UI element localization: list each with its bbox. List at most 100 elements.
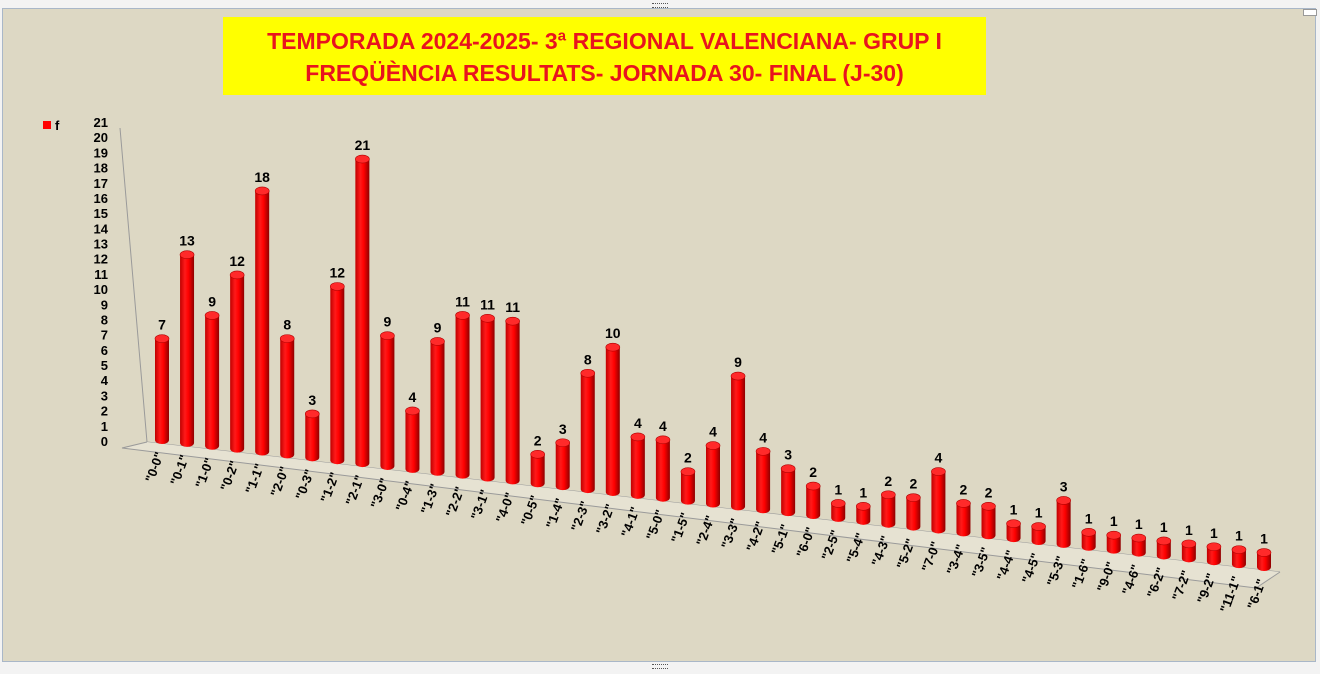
y-tick-label: 18 xyxy=(94,161,108,176)
bar-body xyxy=(530,454,545,488)
bar-body xyxy=(1081,532,1096,551)
bar xyxy=(1206,542,1222,566)
bar xyxy=(855,502,871,525)
category-label: "1-3" xyxy=(418,482,443,516)
chart-axes xyxy=(119,127,1281,589)
y-tick-label: 13 xyxy=(94,237,108,252)
bar xyxy=(956,499,971,537)
bar-top xyxy=(705,441,721,450)
category-label: "2-3" xyxy=(568,499,593,533)
data-label: 4 xyxy=(659,418,667,434)
x-axis-categories: "0-0" "0-1" "1-0" "0-2" "1-1" "2-0" "0-3" "1-2"… xyxy=(142,450,1269,615)
bar-top xyxy=(1181,539,1197,549)
category-label: "1-4" xyxy=(543,496,568,530)
bar-body xyxy=(555,442,570,491)
bar xyxy=(304,409,320,462)
bar-body xyxy=(931,471,946,534)
bar-top xyxy=(1256,548,1272,557)
data-label: 2 xyxy=(960,481,968,497)
data-label: 4 xyxy=(634,415,642,431)
bar xyxy=(204,311,220,450)
bar-top xyxy=(1031,522,1046,531)
bar xyxy=(655,435,671,502)
bar-body xyxy=(305,413,320,462)
bar-body xyxy=(430,341,445,476)
bar-body xyxy=(180,254,195,447)
bar-top xyxy=(405,406,420,416)
bar-top xyxy=(254,186,270,196)
y-tick-label: 12 xyxy=(94,252,108,267)
category-label: "2-1" xyxy=(342,473,367,507)
data-label: 1 xyxy=(1110,513,1118,529)
bar-top xyxy=(1206,542,1222,552)
category-label: "2-2" xyxy=(443,485,468,519)
category-label: "0-0" xyxy=(142,450,167,484)
category-label: "1-2" xyxy=(317,470,342,504)
bar xyxy=(355,154,370,468)
bar-body xyxy=(981,506,996,540)
bar-top xyxy=(1131,533,1147,543)
bar-body xyxy=(155,338,169,444)
y-tick-label: 2 xyxy=(101,404,108,419)
data-label: 3 xyxy=(1060,478,1068,494)
bar xyxy=(780,464,796,517)
bar-body xyxy=(1231,549,1246,569)
bar-top xyxy=(555,438,571,448)
bar xyxy=(1131,533,1147,557)
data-label: 9 xyxy=(208,293,216,309)
bar-body xyxy=(330,286,345,465)
bar-body xyxy=(781,468,796,517)
bar-body xyxy=(1106,535,1121,554)
category-label: "0-5" xyxy=(518,493,543,527)
bar xyxy=(330,282,345,465)
category-label: "2-0" xyxy=(267,464,292,498)
bar-top xyxy=(881,490,896,500)
bar-top xyxy=(730,371,746,381)
bar xyxy=(279,334,295,459)
bar-body xyxy=(856,506,871,525)
bar-top xyxy=(680,467,696,476)
bar-top xyxy=(154,334,170,343)
bar xyxy=(931,467,946,534)
bar-top xyxy=(455,311,470,320)
data-label: 1 xyxy=(859,484,867,500)
bar-body xyxy=(380,335,395,470)
chart-title-box: TEMPORADA 2024-2025- 3ª REGIONAL VALENCI… xyxy=(223,17,986,95)
data-label: 11 xyxy=(505,299,520,315)
top-resize-grip[interactable] xyxy=(652,3,668,8)
y-tick-label: 19 xyxy=(94,145,108,160)
bottom-resize-grip[interactable] xyxy=(652,664,668,669)
bar-top xyxy=(279,334,295,343)
category-label: "0-3" xyxy=(292,467,317,501)
bar-body xyxy=(706,445,720,508)
bar xyxy=(405,406,420,473)
data-label: 1 xyxy=(1185,522,1193,538)
y-tick-label: 21 xyxy=(94,115,108,130)
data-label: 2 xyxy=(534,432,542,448)
bar-top xyxy=(805,481,821,491)
bar-body xyxy=(505,321,520,485)
bar-top xyxy=(229,270,245,280)
bar-body xyxy=(230,274,245,453)
bar-body xyxy=(280,338,295,459)
bar-body xyxy=(731,376,746,511)
bar-body xyxy=(680,471,695,505)
bar-body xyxy=(480,318,495,482)
bar-body xyxy=(455,315,470,479)
data-label: 4 xyxy=(409,389,417,405)
bar-top xyxy=(906,493,921,502)
bar-top xyxy=(1056,496,1071,505)
bar-top xyxy=(1106,530,1122,540)
bar xyxy=(530,450,545,488)
bar-body xyxy=(756,451,771,514)
data-label: 2 xyxy=(684,450,692,466)
data-label: 3 xyxy=(784,447,792,463)
bar xyxy=(580,368,596,494)
corner-handle[interactable] xyxy=(1303,9,1317,16)
y-tick-label: 14 xyxy=(94,221,109,236)
bar xyxy=(480,313,495,482)
chart-subtitle: FREQÜÈNCIA RESULTATS- JORNADA 30- FINAL … xyxy=(305,60,904,86)
bar-body xyxy=(630,436,645,499)
bar xyxy=(505,316,520,485)
